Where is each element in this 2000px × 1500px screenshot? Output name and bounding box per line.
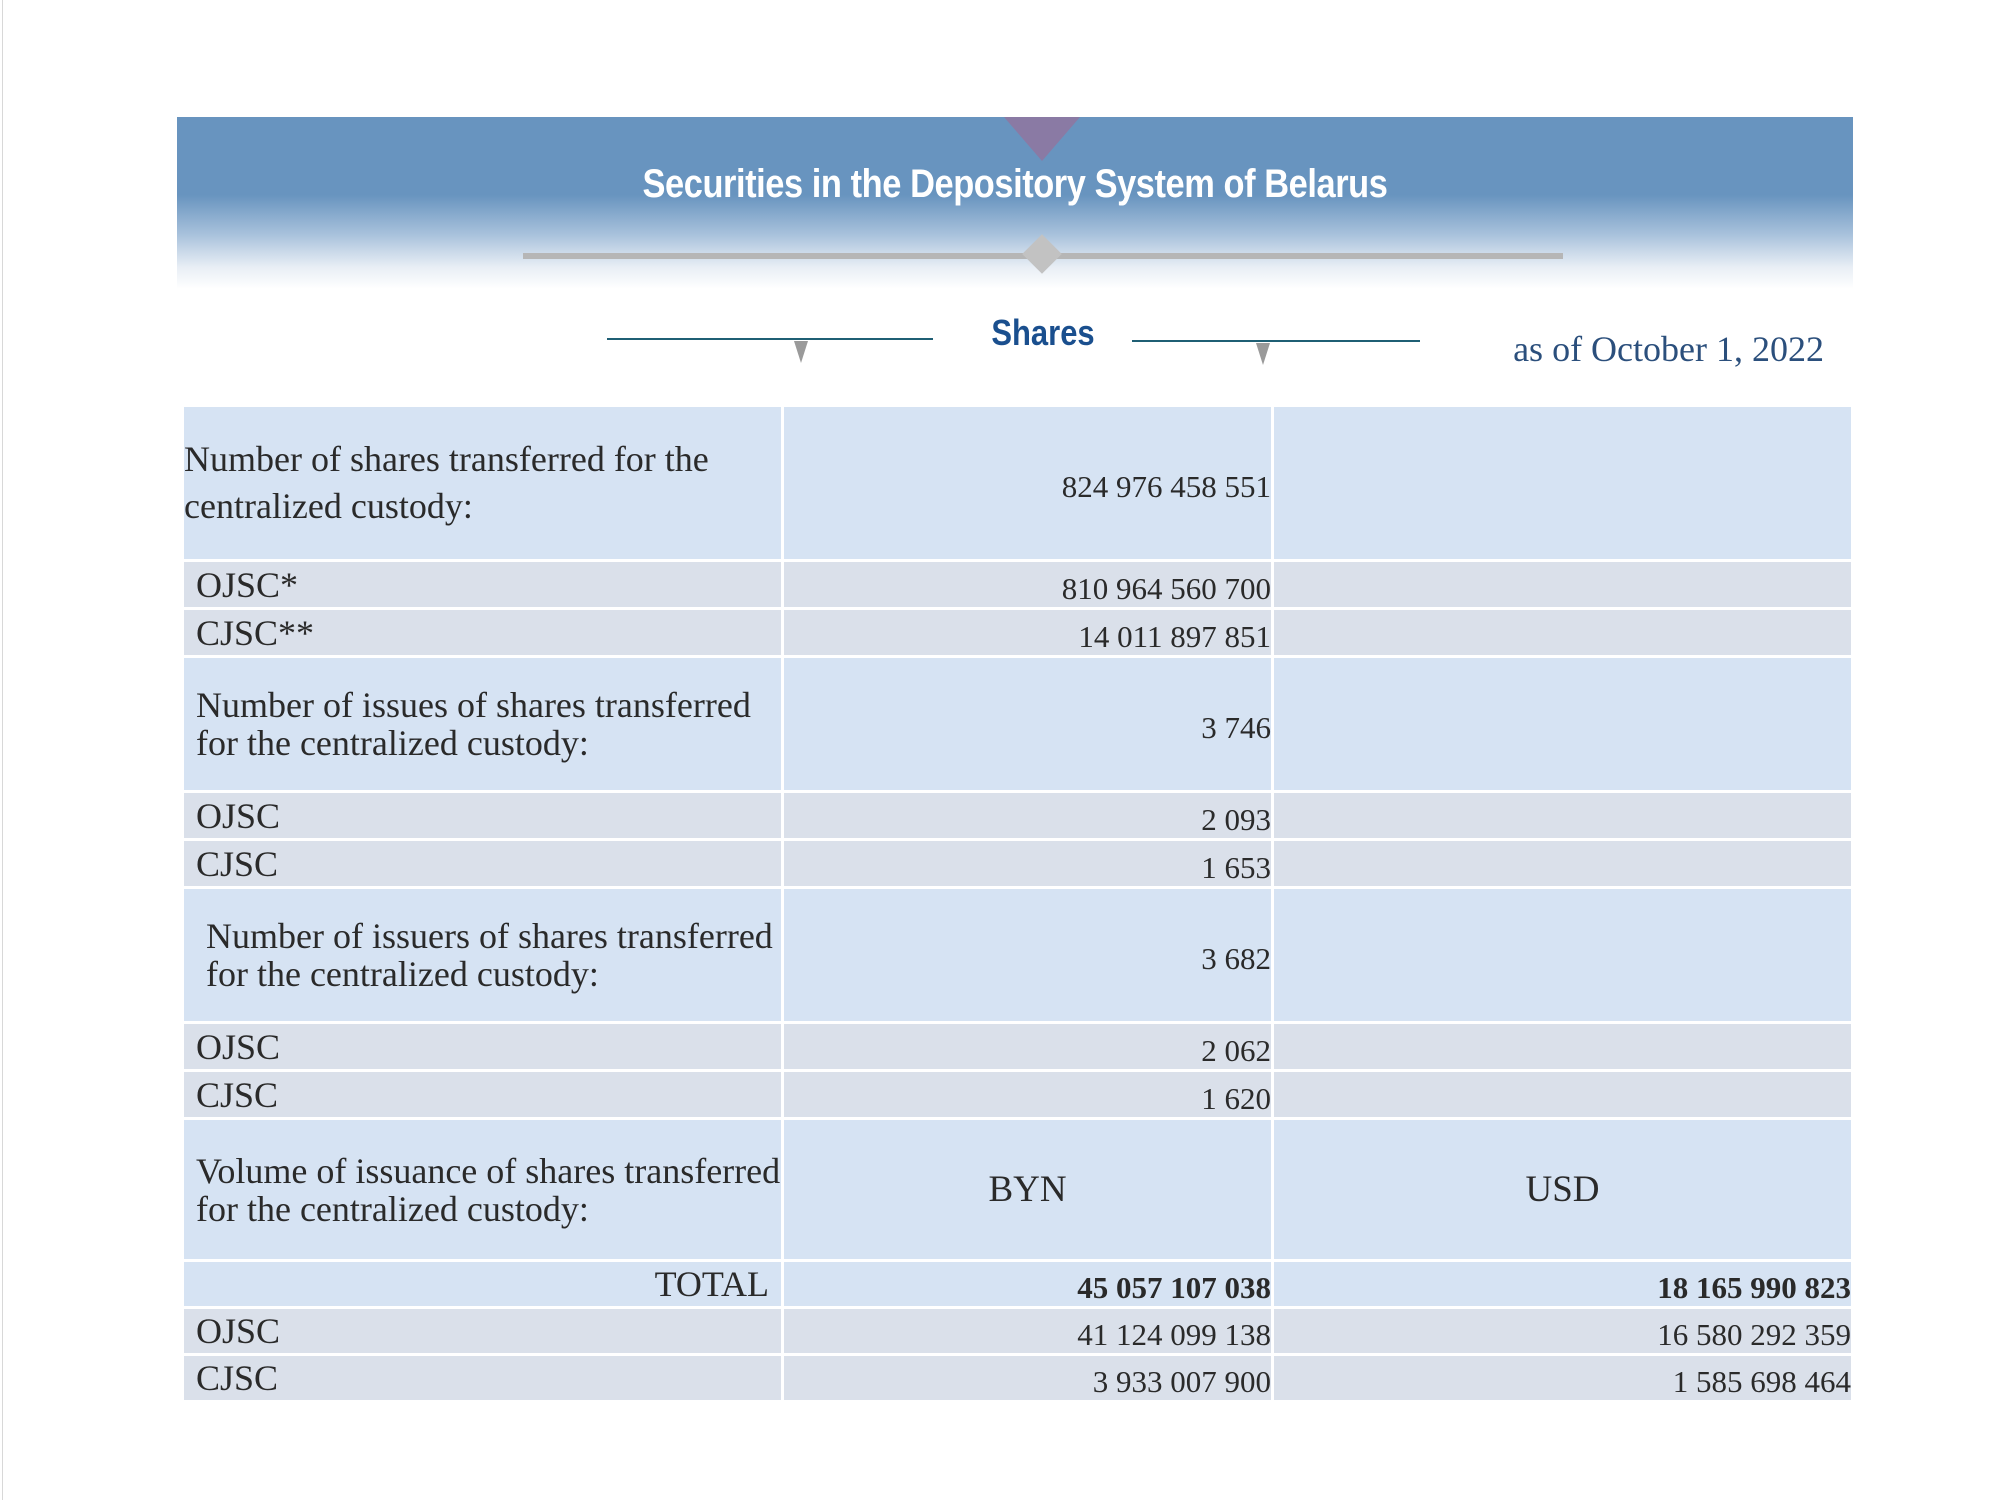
- value-cell: 1 585 698 464: [1271, 1353, 1854, 1403]
- table-row: Number of shares transferred for the cen…: [181, 404, 1854, 562]
- value-cell: 810 964 560 700: [781, 559, 1274, 610]
- value-cell: [1271, 1069, 1854, 1120]
- currency-header-byn: BYN: [781, 1117, 1274, 1262]
- banner-notch-decoration: [1004, 117, 1080, 161]
- row-label: OJSC*: [181, 559, 784, 610]
- row-label: CJSC: [181, 1353, 784, 1403]
- row-label: OJSC: [181, 1306, 784, 1356]
- row-label: Number of shares transferred for the cen…: [181, 404, 784, 562]
- value-cell: 1 620: [781, 1069, 1274, 1120]
- section-divider-right: [1132, 340, 1420, 342]
- table-row: CJSC 1 620: [181, 1069, 1854, 1120]
- report-date: as of October 1, 2022: [1513, 329, 1824, 369]
- value-cell: [1271, 886, 1854, 1024]
- table-row: TOTAL 45 057 107 038 18 165 990 823: [181, 1259, 1854, 1309]
- table-row: Volume of issuance of shares transferred…: [181, 1117, 1854, 1262]
- row-label: CJSC: [181, 838, 784, 889]
- value-cell: 41 124 099 138: [781, 1306, 1274, 1356]
- shares-table: Number of shares transferred for the cen…: [181, 404, 1854, 1403]
- table-row: CJSC** 14 011 897 851: [181, 607, 1854, 658]
- table-row: CJSC 3 933 007 900 1 585 698 464: [181, 1353, 1854, 1403]
- row-label: OJSC: [181, 1021, 784, 1072]
- value-cell: [1271, 607, 1854, 658]
- value-cell: 3 933 007 900: [781, 1353, 1274, 1403]
- value-cell: [1271, 1021, 1854, 1072]
- triangle-marker-icon: [794, 341, 808, 363]
- page-title: Securities in the Depository System of B…: [642, 162, 1388, 206]
- table-row: OJSC 2 062: [181, 1021, 1854, 1072]
- value-cell: 3 682: [781, 886, 1274, 1024]
- value-cell: 2 062: [781, 1021, 1274, 1072]
- value-cell: 2 093: [781, 790, 1274, 841]
- row-label: OJSC: [181, 790, 784, 841]
- table-row: OJSC 2 093: [181, 790, 1854, 841]
- value-cell: 16 580 292 359: [1271, 1306, 1854, 1356]
- row-label: Number of issuers of shares transferred …: [181, 886, 784, 1024]
- value-cell: [1271, 559, 1854, 610]
- value-cell: 1 653: [781, 838, 1274, 889]
- table-row: OJSC 41 124 099 138 16 580 292 359: [181, 1306, 1854, 1356]
- value-cell: 3 746: [781, 655, 1274, 793]
- table-row: CJSC 1 653: [181, 838, 1854, 889]
- value-cell: [1271, 655, 1854, 793]
- value-cell: [1271, 404, 1854, 562]
- table-row: OJSC* 810 964 560 700: [181, 559, 1854, 610]
- table-row: Number of issues of shares transferred f…: [181, 655, 1854, 793]
- value-cell: 14 011 897 851: [781, 607, 1274, 658]
- row-label: Number of issues of shares transferred f…: [181, 655, 784, 793]
- total-value-cell: 45 057 107 038: [781, 1259, 1274, 1309]
- row-label: TOTAL: [181, 1259, 784, 1309]
- row-label: CJSC: [181, 1069, 784, 1120]
- section-divider-left: [607, 338, 933, 340]
- section-title: Shares: [991, 312, 1095, 353]
- triangle-marker-icon: [1256, 343, 1270, 365]
- value-cell: 824 976 458 551: [781, 404, 1274, 562]
- currency-header-usd: USD: [1271, 1117, 1854, 1262]
- value-cell: [1271, 790, 1854, 841]
- total-value-cell: 18 165 990 823: [1271, 1259, 1854, 1309]
- row-label: Volume of issuance of shares transferred…: [181, 1117, 784, 1262]
- page-edge: [2, 0, 3, 1500]
- value-cell: [1271, 838, 1854, 889]
- table-row: Number of issuers of shares transferred …: [181, 886, 1854, 1024]
- row-label: CJSC**: [181, 607, 784, 658]
